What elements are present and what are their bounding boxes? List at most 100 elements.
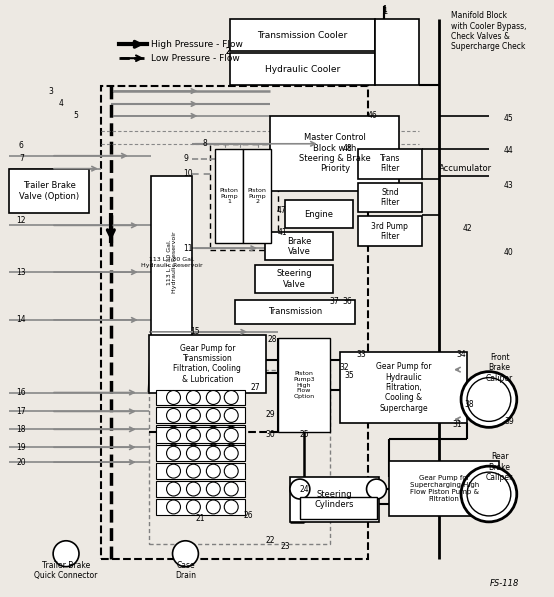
Bar: [375, 20, 419, 85]
Bar: [357, 149, 422, 179]
Text: 13: 13: [17, 267, 26, 276]
Text: Piston
Pump3
High
Flow
Option: Piston Pump3 High Flow Option: [293, 371, 315, 399]
Circle shape: [167, 446, 181, 460]
Text: Trans
Filter: Trans Filter: [379, 154, 400, 173]
Circle shape: [206, 500, 220, 514]
Text: 25: 25: [299, 430, 309, 439]
Text: Steering
Cylinders: Steering Cylinders: [315, 490, 355, 509]
Bar: [211, 144, 278, 250]
Text: 27: 27: [250, 383, 260, 392]
Bar: [270, 116, 399, 190]
Text: Accumulator: Accumulator: [439, 164, 493, 173]
Circle shape: [167, 408, 181, 422]
Text: 23: 23: [280, 542, 290, 551]
Circle shape: [206, 482, 220, 496]
Text: Gear Pump for
Supercharging High
Flow Piston Pump &
Filtration: Gear Pump for Supercharging High Flow Pi…: [409, 475, 479, 502]
Circle shape: [187, 426, 201, 440]
Circle shape: [167, 464, 181, 478]
Bar: [357, 217, 422, 247]
Circle shape: [467, 472, 511, 516]
Bar: [101, 86, 367, 559]
Text: 22: 22: [265, 536, 275, 545]
Text: 30: 30: [265, 430, 275, 439]
Text: 21: 21: [196, 515, 205, 524]
Text: 18: 18: [17, 425, 26, 434]
Text: 11: 11: [184, 244, 193, 253]
Circle shape: [224, 428, 238, 442]
Text: 113 L / 30 Gal.
Hydraulic Reservoir: 113 L / 30 Gal. Hydraulic Reservoir: [166, 232, 177, 293]
Bar: [389, 461, 499, 516]
Circle shape: [172, 541, 198, 567]
Text: 45: 45: [504, 115, 514, 124]
Circle shape: [224, 482, 238, 496]
Bar: [216, 149, 243, 244]
Text: 47: 47: [277, 206, 287, 215]
Text: 3: 3: [49, 87, 54, 96]
Text: Manifold Block
with Cooler Bypass,
Check Valves &
Supercharge Check: Manifold Block with Cooler Bypass, Check…: [451, 11, 527, 51]
Bar: [156, 445, 245, 461]
Text: 19: 19: [17, 443, 26, 452]
Circle shape: [206, 408, 220, 422]
Circle shape: [187, 408, 201, 422]
Bar: [156, 425, 245, 441]
Text: Steering
Valve: Steering Valve: [276, 269, 312, 289]
Bar: [148, 370, 330, 544]
Circle shape: [187, 464, 201, 478]
Bar: [235, 300, 355, 324]
Bar: [156, 389, 245, 405]
Circle shape: [206, 390, 220, 404]
Circle shape: [206, 444, 220, 458]
Circle shape: [367, 479, 387, 499]
Circle shape: [290, 479, 310, 499]
Text: 20: 20: [17, 458, 26, 467]
Text: Gear Pump for
Hydraulic
Filtration,
Cooling &
Supercharge: Gear Pump for Hydraulic Filtration, Cool…: [376, 362, 431, 413]
Text: 26: 26: [243, 512, 253, 521]
Circle shape: [167, 428, 181, 442]
Circle shape: [206, 464, 220, 478]
Text: 37: 37: [330, 297, 340, 306]
Text: 31: 31: [452, 420, 462, 429]
Text: 44: 44: [504, 146, 514, 155]
Circle shape: [167, 390, 181, 404]
Circle shape: [206, 446, 220, 460]
Text: 24: 24: [299, 485, 309, 494]
Text: 39: 39: [504, 417, 514, 426]
Text: Piston
Pump
2: Piston Pump 2: [248, 187, 266, 204]
Text: 1: 1: [382, 7, 387, 16]
Bar: [230, 20, 375, 51]
Text: Piston
Pump
1: Piston Pump 1: [220, 187, 239, 204]
Text: 35: 35: [345, 371, 355, 380]
Bar: [148, 335, 266, 392]
Text: Rear
Brake
Caliper: Rear Brake Caliper: [486, 453, 513, 482]
Text: High Pressure - Flow: High Pressure - Flow: [151, 40, 243, 49]
Circle shape: [461, 466, 517, 522]
Text: Front
Brake
Caliper: Front Brake Caliper: [486, 353, 513, 383]
Text: 38: 38: [464, 400, 474, 409]
Circle shape: [187, 428, 201, 442]
Circle shape: [224, 500, 238, 514]
Bar: [156, 407, 245, 423]
Text: 15: 15: [191, 327, 200, 336]
Text: 40: 40: [504, 248, 514, 257]
Text: 6: 6: [19, 141, 24, 150]
Circle shape: [461, 371, 517, 427]
Circle shape: [224, 426, 238, 440]
Text: 4: 4: [59, 100, 64, 109]
Circle shape: [167, 482, 181, 496]
Text: Hydraulic Cooler: Hydraulic Cooler: [265, 64, 340, 73]
Bar: [151, 176, 192, 350]
Text: Engine: Engine: [304, 210, 334, 219]
Bar: [243, 149, 271, 244]
Text: 34: 34: [456, 350, 466, 359]
Text: 1: 1: [382, 5, 387, 14]
Bar: [156, 481, 245, 497]
Circle shape: [187, 390, 201, 404]
Circle shape: [167, 426, 181, 440]
Text: Case
Drain: Case Drain: [175, 561, 196, 580]
Text: 8: 8: [203, 139, 208, 148]
Text: 113 L / 30 Gal.
Hydraulic Reservoir: 113 L / 30 Gal. Hydraulic Reservoir: [141, 257, 202, 267]
Text: 3rd Pump
Filter: 3rd Pump Filter: [372, 221, 408, 241]
Bar: [265, 232, 333, 260]
Text: 33: 33: [357, 350, 366, 359]
Bar: [300, 497, 377, 519]
